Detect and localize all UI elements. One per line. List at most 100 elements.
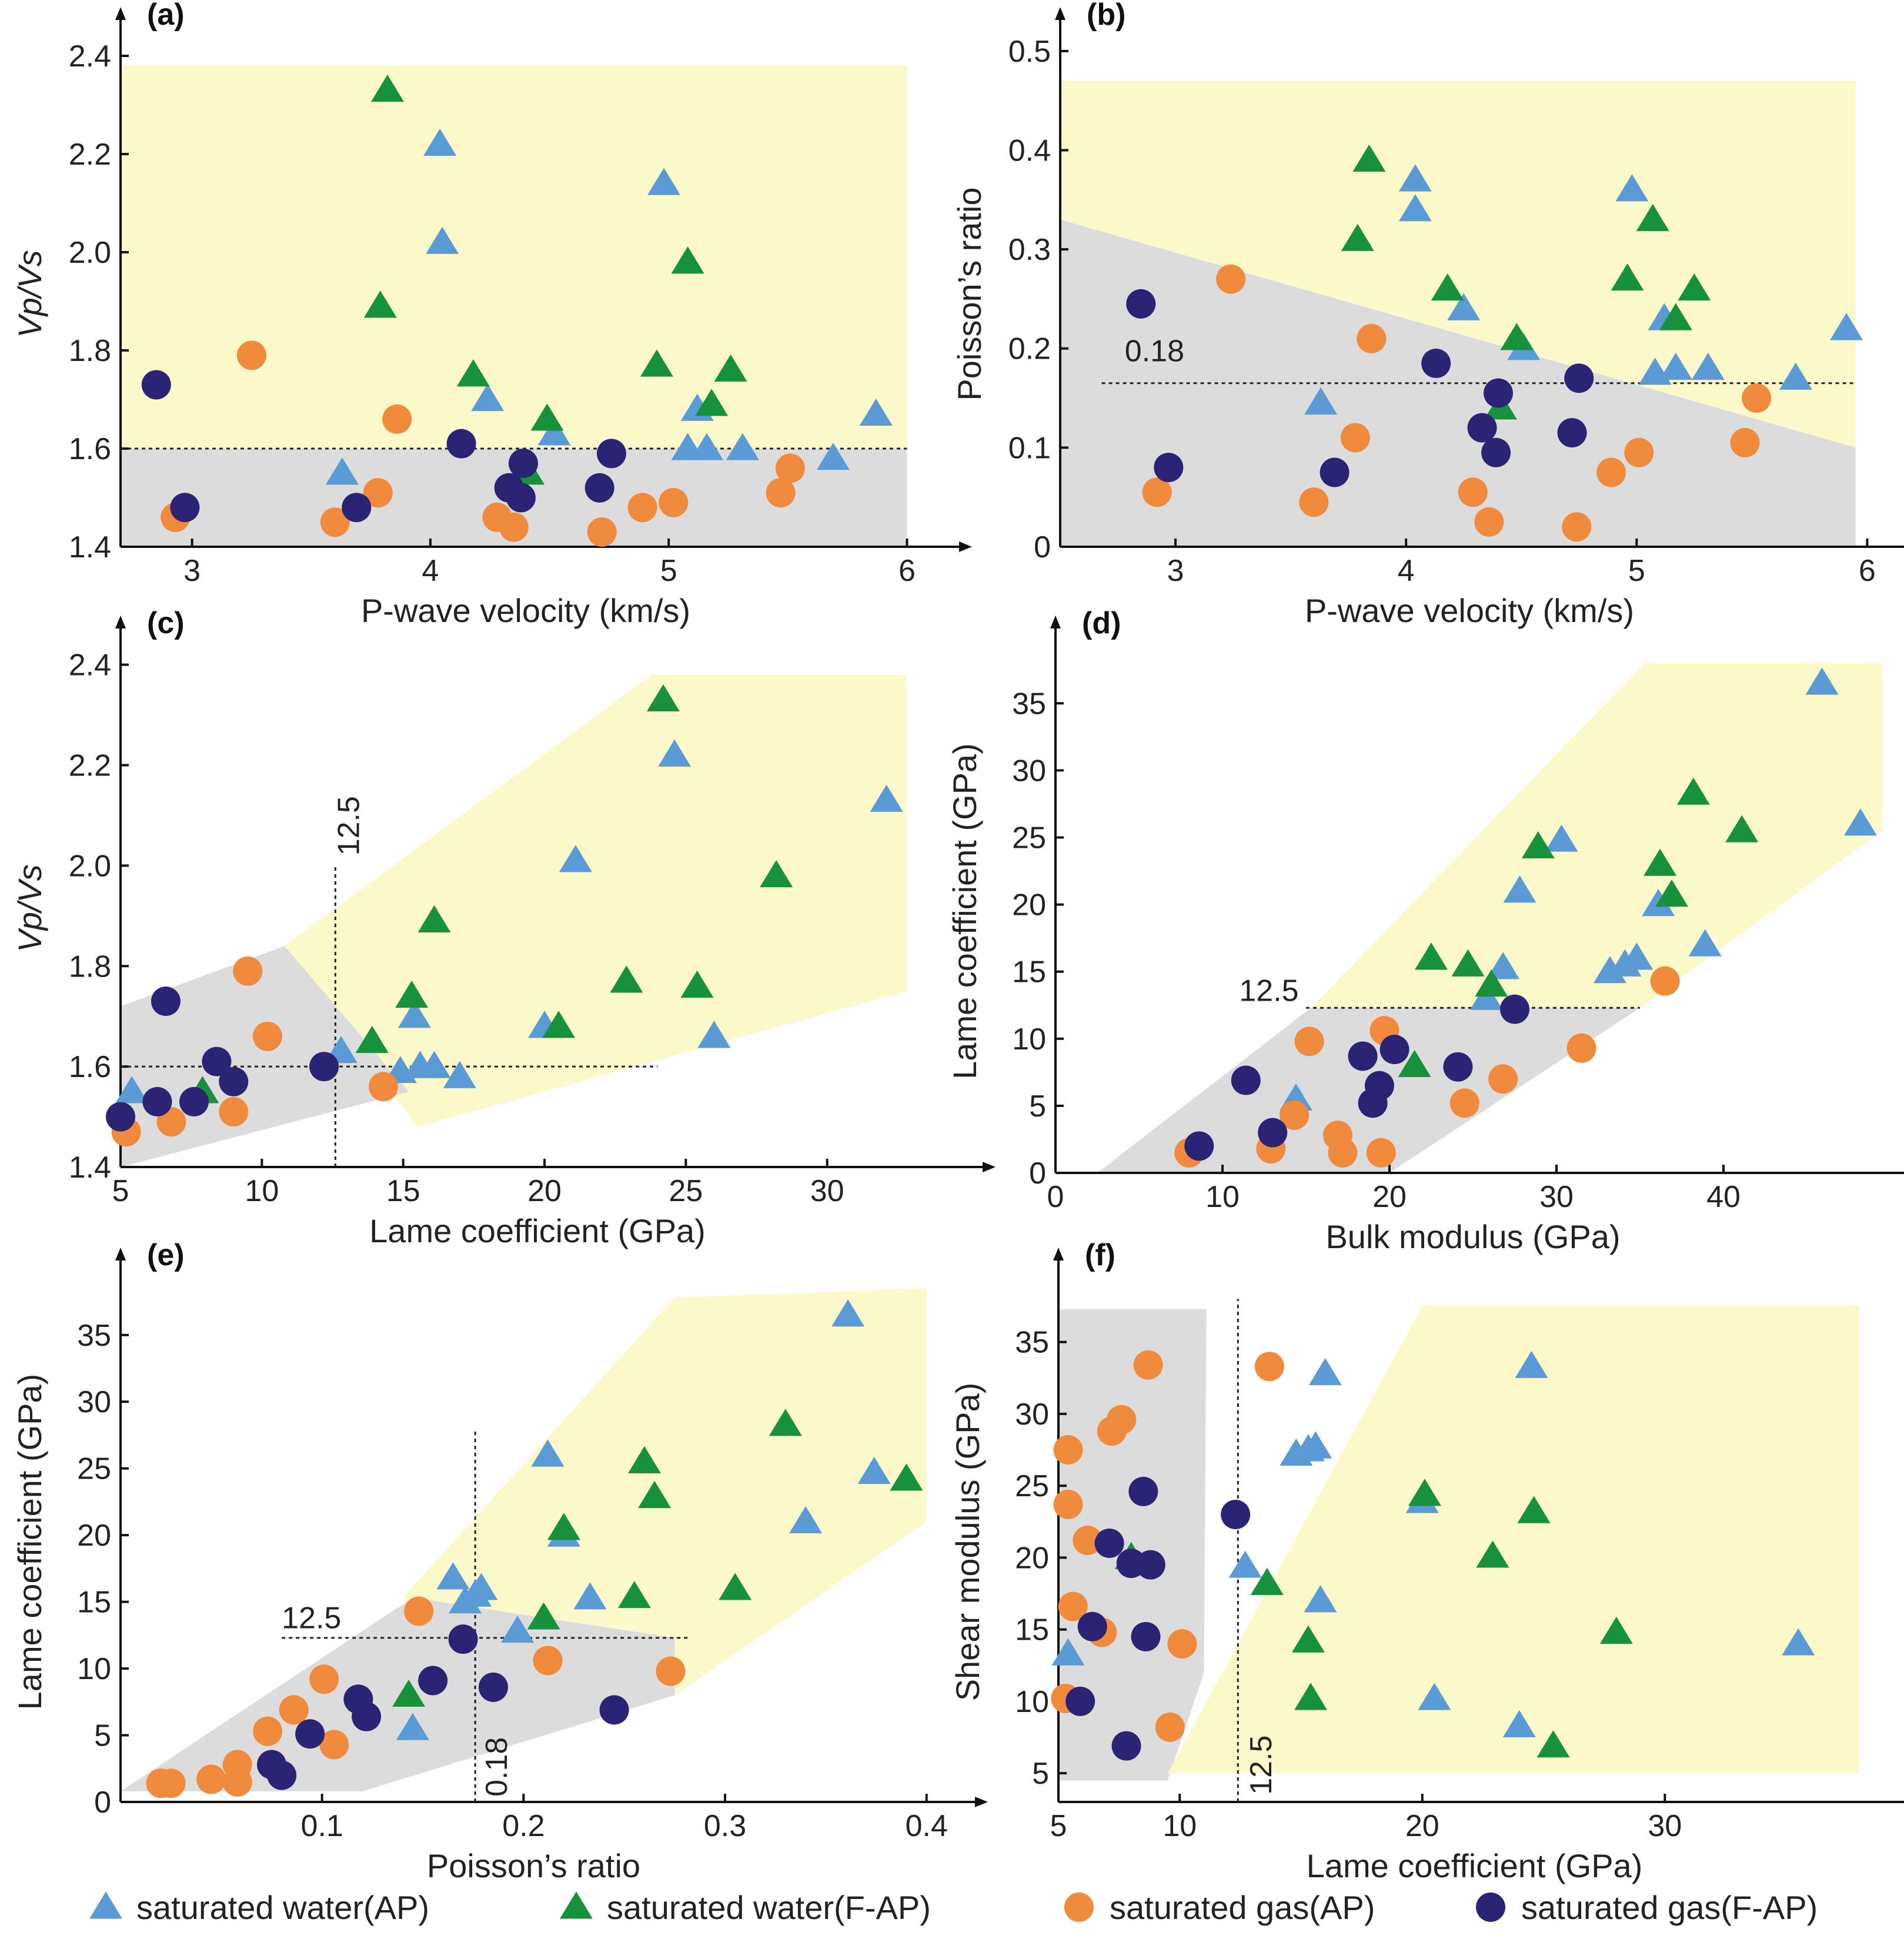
- y-tick-label: 0.4: [1008, 133, 1051, 168]
- series-gas_fap: [1065, 1476, 1251, 1761]
- data-point: [236, 340, 266, 370]
- x-tick-label: 5: [1628, 554, 1645, 588]
- data-point: [1053, 1435, 1083, 1465]
- series-water_ap: [325, 128, 893, 485]
- axes: [1054, 626, 1904, 1174]
- data-point: [573, 1582, 607, 1610]
- data-point: [1779, 362, 1812, 390]
- data-point: [1294, 1027, 1324, 1056]
- data-point: [726, 433, 759, 460]
- y-tick-label: 1.4: [69, 1151, 111, 1185]
- y-tick-label: 10: [1012, 1022, 1046, 1056]
- data-point: [531, 1439, 564, 1467]
- threshold-label: 12.5: [1244, 1736, 1278, 1795]
- series-water_fap: [1398, 777, 1759, 1078]
- y-tick-label: 0: [1034, 530, 1051, 564]
- data-point: [1348, 1041, 1378, 1071]
- data-point: [508, 449, 538, 479]
- legend-marker: [1064, 1892, 1094, 1922]
- panel-label: (e): [147, 1238, 185, 1272]
- data-point: [627, 1446, 661, 1473]
- data-point: [1517, 1496, 1551, 1523]
- data-point: [253, 1716, 283, 1746]
- y-tick-label: 5: [1029, 1089, 1046, 1124]
- data-point: [1620, 942, 1654, 970]
- data-point: [1502, 1710, 1536, 1738]
- data-point: [719, 1573, 752, 1600]
- data-point: [1481, 437, 1511, 467]
- data-point: [1624, 437, 1654, 467]
- panel-label: (f): [1085, 1238, 1115, 1272]
- data-point: [1304, 1585, 1337, 1613]
- data-point: [1133, 1350, 1163, 1380]
- data-point: [370, 74, 404, 102]
- data-point: [418, 1666, 448, 1696]
- y-tick-label: 15: [77, 1586, 111, 1620]
- series-water_fap: [392, 1409, 923, 1707]
- data-point: [859, 398, 893, 426]
- data-point: [309, 1052, 339, 1082]
- x-tick-label: 20: [527, 1174, 562, 1208]
- y-axis-arrow: [1050, 616, 1061, 628]
- data-point: [610, 965, 643, 993]
- y-tick-label: 2.2: [69, 138, 111, 172]
- data-point: [1352, 144, 1386, 172]
- panel-f: 5 10 20 30 5 10 15 20 25 30 35 12.5 (f) Lame coeffici…: [949, 1238, 1904, 1884]
- data-point: [151, 987, 181, 1017]
- data-point: [1299, 487, 1329, 517]
- data-point: [1725, 815, 1759, 842]
- data-point: [1503, 875, 1536, 903]
- y-tick-label: 0: [94, 1785, 111, 1820]
- x-axis-label: Lame coefficient (GPa): [1307, 1847, 1643, 1884]
- data-point: [646, 684, 680, 712]
- y-tick-label: 25: [1012, 821, 1046, 855]
- x-axis-arrow: [983, 1162, 996, 1172]
- x-axis-label: P-wave velocity (km/s): [361, 592, 690, 629]
- data-point: [1843, 808, 1877, 836]
- data-point: [499, 512, 529, 542]
- data-point: [1443, 1052, 1473, 1082]
- y-tick-label: 10: [1015, 1685, 1049, 1719]
- legend-marker: [89, 1891, 122, 1919]
- threshold-label: 12.5: [1239, 974, 1298, 1008]
- data-point: [142, 1086, 172, 1116]
- data-point: [1475, 969, 1508, 997]
- data-point: [1484, 378, 1514, 408]
- data-point: [1415, 942, 1448, 970]
- x-tick-label: 0.3: [704, 1809, 746, 1843]
- data-point: [1280, 1100, 1310, 1130]
- data-point: [1644, 848, 1677, 876]
- data-point: [1167, 1629, 1197, 1659]
- data-point: [1500, 323, 1534, 350]
- data-point: [627, 493, 657, 523]
- y-tick-label: 15: [1015, 1613, 1049, 1647]
- data-point: [1154, 453, 1184, 483]
- data-point: [1254, 1352, 1284, 1382]
- yellow-region: [121, 65, 907, 449]
- data-point: [363, 290, 397, 318]
- data-point: [530, 403, 564, 431]
- y-tick-label: 20: [1012, 888, 1046, 922]
- x-tick-label: 30: [1539, 1180, 1574, 1214]
- legend-label: saturated gas(F-AP): [1521, 1889, 1818, 1926]
- data-point: [295, 1719, 325, 1749]
- y-axis-label: Vp/Vs: [11, 250, 48, 337]
- y-tick-label: 1.4: [69, 530, 111, 564]
- data-point: [1659, 303, 1692, 330]
- axes: [119, 626, 987, 1168]
- data-point: [1341, 223, 1374, 251]
- x-tick-label: 5: [112, 1174, 129, 1208]
- panel-b: 3 4 5 6 0 0.1 0.2 0.3 0.4 0.5 0.18 (b) P-wave veloci…: [951, 0, 1904, 629]
- data-point: [506, 483, 536, 513]
- y-tick-label: 30: [1012, 754, 1046, 788]
- data-point: [537, 418, 571, 446]
- data-point: [219, 1097, 249, 1127]
- panel-d: 0 10 20 30 40 0 5 10 15 20 25 30 35 12.5 (d) Bulk modul…: [946, 606, 1904, 1255]
- data-point: [1515, 1350, 1548, 1378]
- data-point: [596, 439, 626, 469]
- yellow-region: [1167, 1306, 1859, 1774]
- y-tick-label: 5: [1032, 1757, 1049, 1791]
- series-water_fap: [1114, 1479, 1633, 1758]
- data-point: [1051, 1638, 1085, 1666]
- x-tick-label: 6: [898, 554, 916, 588]
